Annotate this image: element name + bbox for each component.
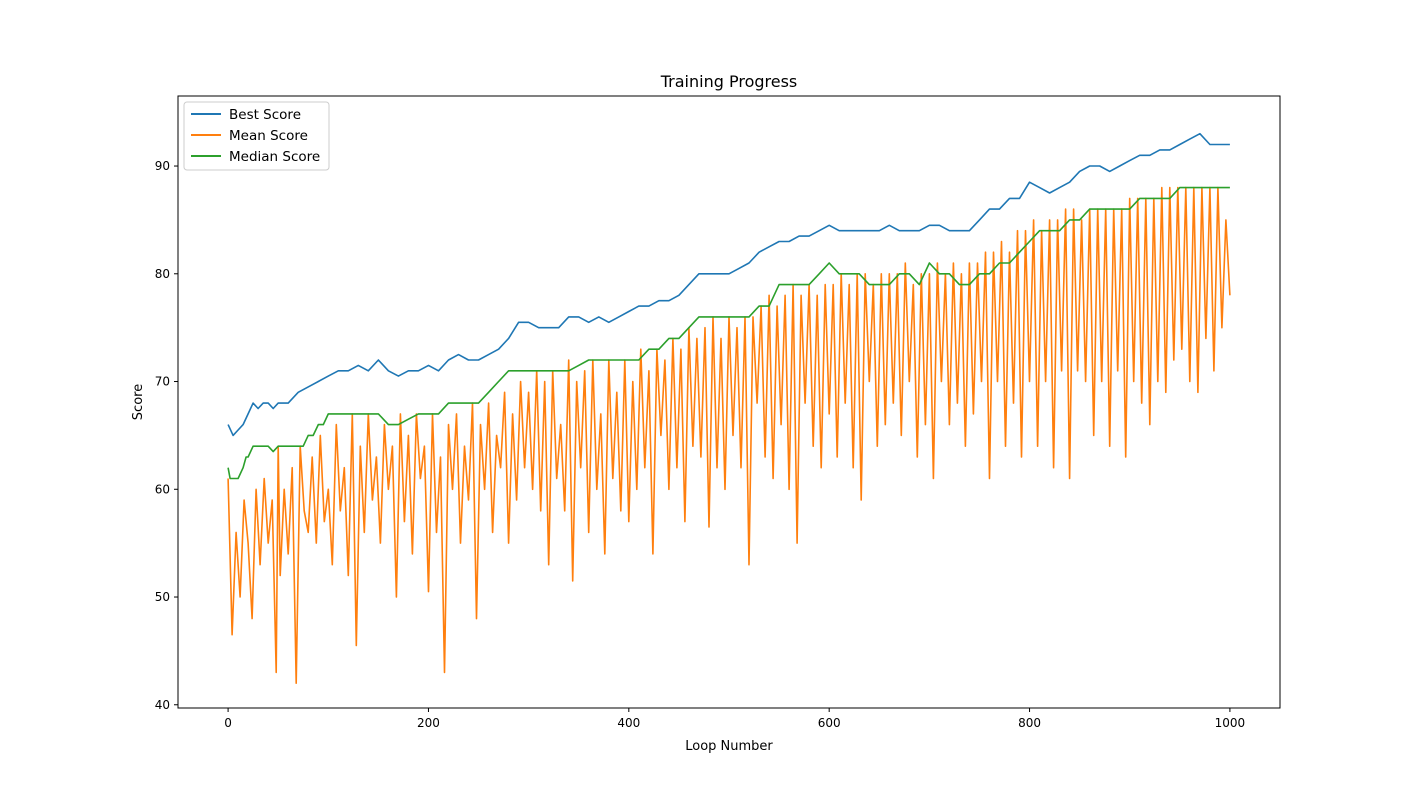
x-tick-label: 800 <box>1018 716 1041 730</box>
plot-frame <box>177 95 1281 709</box>
x-tick-label: 0 <box>224 716 232 730</box>
y-tick-label: 40 <box>155 698 170 712</box>
series-line-mean-score <box>227 186 1231 684</box>
legend-label-mean-score: Mean Score <box>229 128 308 144</box>
x-tick-label: 200 <box>417 716 440 730</box>
legend-label-best-score: Best Score <box>229 107 301 123</box>
legend: Best Score Mean Score Median Score <box>183 101 330 171</box>
chart-title: Training Progress <box>660 72 798 91</box>
y-tick-label: 90 <box>155 159 170 173</box>
legend-label-median-score: Median Score <box>229 149 320 165</box>
y-axis-label: Score <box>131 384 146 420</box>
x-axis: 0 200 400 600 800 1000 <box>224 708 1245 730</box>
y-tick-label: 80 <box>155 267 170 281</box>
y-tick-label: 50 <box>155 590 170 604</box>
series-line-best-score <box>227 132 1230 437</box>
y-tick-label: 70 <box>155 375 170 389</box>
x-axis-label: Loop Number <box>685 739 773 754</box>
y-axis: 40 50 60 70 80 90 <box>155 159 178 712</box>
x-tick-label: 1000 <box>1215 716 1246 730</box>
y-tick-label: 60 <box>155 482 170 496</box>
plot-lines <box>227 132 1231 684</box>
x-tick-label: 600 <box>818 716 841 730</box>
x-tick-label: 400 <box>617 716 640 730</box>
series-line-median-score <box>227 186 1230 480</box>
legend-frame <box>183 101 330 171</box>
